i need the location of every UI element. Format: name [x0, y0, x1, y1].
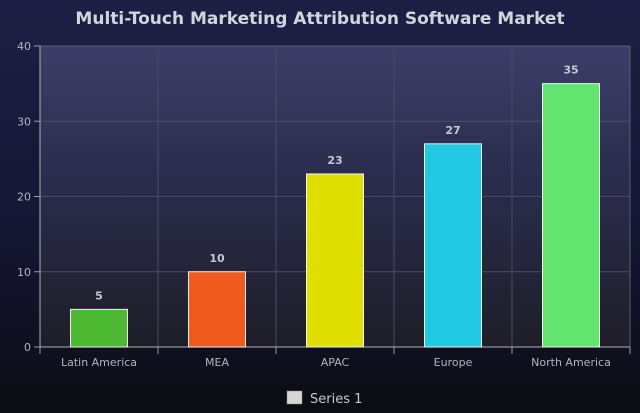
data-label: 35 [563, 64, 578, 77]
y-tick-label: 10 [17, 266, 31, 279]
x-tick-label: North America [531, 356, 611, 369]
chart-title: Multi-Touch Marketing Attribution Softwa… [75, 9, 564, 29]
data-label: 10 [209, 252, 225, 265]
bars [70, 83, 600, 348]
y-tick-label: 0 [24, 341, 31, 354]
y-tick-label: 30 [17, 115, 31, 128]
data-label: 5 [95, 289, 103, 302]
legend-swatch [286, 390, 303, 405]
axes: 0 10 20 30 40 Latin America MEA APAC Europe North… [17, 40, 631, 369]
x-tick-label: APAC [321, 356, 350, 369]
bar[interactable] [70, 308, 128, 348]
bar[interactable] [424, 143, 482, 348]
bar[interactable] [542, 83, 600, 348]
data-label: 27 [445, 124, 460, 137]
data-labels: 5 10 23 27 35 [95, 64, 578, 303]
x-tick-label: MEA [205, 356, 229, 369]
bar[interactable] [188, 271, 246, 348]
y-tick-label: 20 [17, 191, 31, 204]
data-label: 23 [327, 154, 342, 167]
bar[interactable] [306, 173, 364, 348]
grid-lines [40, 45, 631, 347]
x-tick-label: Europe [434, 356, 473, 369]
x-tick-label: Latin America [61, 356, 137, 369]
legend-label-series-1: Series 1 [310, 392, 362, 407]
legend[interactable]: Series 1 [286, 390, 362, 407]
y-tick-label: 40 [17, 40, 31, 53]
